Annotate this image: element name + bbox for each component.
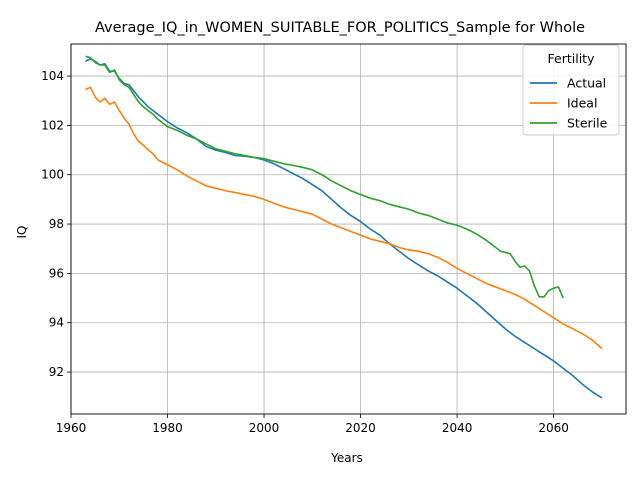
legend-label-sterile: Sterile (567, 116, 608, 131)
legend-label-ideal: Ideal (567, 96, 597, 111)
y-tick-label: 104 (41, 69, 64, 83)
series-line-actual (85, 58, 603, 399)
x-axis-ticks: 1960 1980 2000 2020 2040 2060 (56, 414, 569, 435)
x-tick-label: 2000 (249, 421, 280, 435)
x-tick-label: 2060 (538, 421, 569, 435)
y-tick-label: 98 (49, 217, 64, 231)
y-tick-label: 96 (49, 266, 64, 280)
x-tick-label: 1960 (56, 421, 87, 435)
legend-title: Fertility (548, 51, 596, 66)
y-tick-label: 92 (49, 365, 64, 379)
x-tick-label: 2040 (442, 421, 473, 435)
plot-area-frame (70, 43, 627, 415)
series-line-ideal (85, 86, 603, 350)
y-tick-label: 100 (41, 168, 64, 182)
series-line-sterile (85, 55, 564, 299)
y-axis-ticks: 92 94 96 98 100 102 104 (41, 69, 71, 379)
y-tick-label: 94 (49, 316, 64, 330)
legend-box (522, 44, 620, 136)
series-lines (85, 55, 603, 399)
y-tick-label: 102 (41, 118, 64, 132)
legend-label-actual: Actual (567, 76, 606, 91)
legend: Fertility Actual Ideal Sterile (522, 44, 620, 136)
chart-title: Average_IQ_in_WOMEN_SUITABLE_FOR_POLITIC… (95, 20, 585, 36)
x-tick-label: 2020 (345, 421, 376, 435)
y-axis-label: IQ (15, 226, 29, 239)
x-tick-label: 1980 (152, 421, 183, 435)
x-axis-label: Years (330, 451, 363, 465)
